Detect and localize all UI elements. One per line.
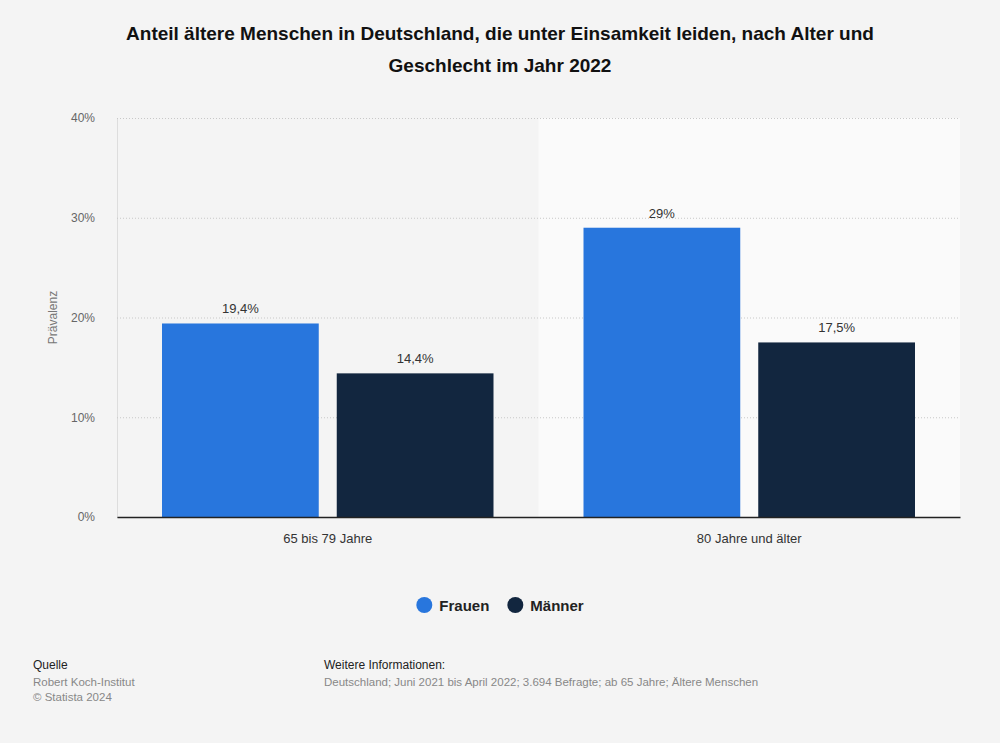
grid-line	[117, 517, 960, 518]
x-tick: 65 bis 79 Jahre	[283, 517, 372, 546]
grid-line	[117, 318, 960, 319]
data-label: 17,5%	[818, 320, 855, 335]
chart: Anteil ältere Menschen in Deutschland, d…	[0, 0, 1000, 743]
data-labels: 19,4% 29% 14,4% 17,5%	[222, 206, 856, 367]
title-line: Anteil ältere Menschen in Deutschland, d…	[126, 23, 874, 44]
y-tick-label: 30%	[71, 211, 95, 225]
data-label: 14,4%	[397, 351, 434, 366]
notes-text: Deutschland; Juni 2021 bis April 2022; 3…	[324, 676, 758, 688]
bar	[337, 373, 494, 517]
legend-item: Frauen	[416, 597, 489, 614]
bar	[162, 323, 319, 517]
legend-label: Frauen	[439, 597, 489, 614]
band-shade	[539, 118, 961, 517]
grid-line	[117, 118, 960, 119]
y-axis-title: Prävalenz	[46, 291, 60, 344]
legend-item: Männer	[507, 597, 584, 614]
grid-line	[117, 218, 960, 219]
legend-swatch	[507, 597, 523, 613]
bars	[162, 228, 915, 517]
y-tick: 40%	[71, 111, 960, 125]
y-axis: 0% 10% 20% 30% 40%	[71, 111, 960, 524]
y-tick-label: 40%	[71, 111, 95, 125]
background	[0, 0, 1000, 743]
x-tick-label: 65 bis 79 Jahre	[283, 531, 372, 546]
source-line: Robert Koch-Institut	[33, 676, 135, 688]
y-tick-label: 0%	[78, 510, 96, 524]
x-axis: 65 bis 79 Jahre 80 Jahre und älter	[118, 517, 961, 546]
legend-swatch	[416, 597, 432, 613]
legend-label: Männer	[530, 597, 584, 614]
notes-title: Weitere Informationen:	[324, 658, 445, 672]
footer: Quelle Robert Koch-Institut © Statista 202…	[33, 658, 758, 703]
x-axis-line	[118, 517, 961, 518]
title-line: Geschlecht im Jahr 2022	[389, 55, 612, 76]
y-tick-label: 20%	[71, 311, 95, 325]
data-label: 19,4%	[222, 301, 259, 316]
bar	[584, 228, 741, 517]
y-tick-label: 10%	[71, 411, 95, 425]
title: Anteil ältere Menschen in Deutschland, d…	[126, 23, 874, 76]
y-tick: 30%	[71, 211, 960, 225]
bar	[758, 342, 915, 517]
legend: Frauen Männer	[416, 597, 584, 614]
source-line: © Statista 2024	[33, 691, 112, 703]
x-tick: 80 Jahre und älter	[697, 517, 802, 546]
data-label: 29%	[649, 206, 675, 221]
source-title: Quelle	[33, 658, 68, 672]
x-tick-label: 80 Jahre und älter	[697, 531, 802, 546]
